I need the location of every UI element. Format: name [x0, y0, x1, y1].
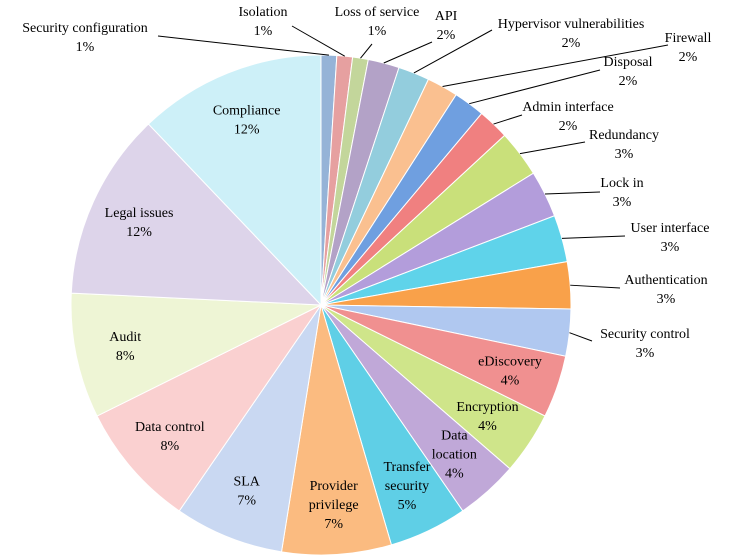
label-line: Provider: [310, 479, 359, 494]
label-line: Redundancy: [589, 128, 659, 143]
slice-label: Security control: [600, 327, 690, 342]
slice-value: 4%: [501, 373, 520, 388]
slice-value: 3%: [636, 346, 655, 361]
label-line: Transfer: [383, 460, 430, 475]
slice-label: Hypervisor vulnerabilities: [498, 17, 645, 32]
leader-line: [469, 69, 601, 105]
slice-label: Lock in: [600, 176, 643, 191]
leader-line: [544, 191, 601, 195]
pie-slice: [280, 304, 393, 556]
slice-label: Provider privilege: [309, 479, 359, 513]
slice-value: 3%: [661, 240, 680, 255]
slice-label: Data location: [432, 429, 477, 463]
label-line: Firewall: [665, 31, 712, 46]
slice-label: User interface: [631, 221, 710, 236]
slice-label: Data control: [135, 420, 205, 435]
leader-line: [291, 25, 346, 57]
slice-value: 1%: [254, 24, 273, 39]
pie-slice: [70, 123, 323, 306]
label-line: Legal issues: [105, 206, 174, 221]
slice-label: SLA: [233, 475, 260, 490]
label-line: eDiscovery: [478, 354, 542, 369]
slice-label: Audit: [109, 330, 141, 345]
label-line: Admin interface: [522, 100, 613, 115]
slice-label: Security configuration: [22, 21, 148, 36]
leader-line: [561, 235, 626, 239]
leader-line: [413, 29, 493, 74]
label-line: Compliance: [213, 103, 281, 118]
label-line: Encryption: [456, 400, 518, 415]
slice-value: 3%: [613, 195, 632, 210]
slice-value: 4%: [478, 419, 497, 434]
leader-line: [493, 114, 523, 125]
slice-label: Encryption: [456, 400, 518, 415]
slice-label: Legal issues: [105, 206, 174, 221]
slice-label: Isolation: [239, 5, 288, 20]
label-line: location: [432, 448, 477, 463]
label-line: Disposal: [604, 55, 653, 70]
slice-value: 12%: [234, 122, 260, 137]
slice-label: Compliance: [213, 103, 281, 118]
pie-slice: [70, 292, 323, 417]
slice-label: Admin interface: [522, 100, 613, 115]
slice-value: 8%: [116, 349, 135, 364]
slice-label: Transfer security: [383, 460, 430, 494]
leader-line: [570, 284, 621, 289]
slice-value: 2%: [562, 36, 581, 51]
slice-value: 7%: [324, 517, 343, 532]
leader-line: [360, 43, 373, 59]
slice-value: 1%: [76, 40, 95, 55]
label-line: security: [385, 479, 429, 494]
slice-value: 2%: [559, 119, 578, 134]
slice-value: 3%: [657, 292, 676, 307]
label-line: User interface: [631, 221, 710, 236]
slice-value: 2%: [679, 50, 698, 65]
label-line: Lock in: [600, 176, 643, 191]
label-line: Data: [441, 429, 468, 444]
slice-label: Disposal: [604, 55, 653, 70]
slice-value: 3%: [615, 147, 634, 162]
label-line: Security control: [600, 327, 690, 342]
slice-value: 12%: [126, 225, 152, 240]
slice-value: 2%: [619, 74, 638, 89]
leader-line: [157, 35, 329, 56]
leader-line: [442, 44, 669, 88]
slice-value: 1%: [368, 24, 387, 39]
label-line: Security configuration: [22, 21, 148, 36]
label-line: Audit: [109, 330, 141, 345]
label-line: Data control: [135, 420, 205, 435]
leader-line: [383, 41, 433, 64]
label-line: Isolation: [239, 5, 288, 20]
slice-value: 5%: [398, 498, 417, 513]
pie-slice: [96, 303, 323, 512]
slice-label: API: [435, 9, 458, 24]
pie-slice: [147, 54, 322, 307]
slice-value: 2%: [437, 28, 456, 43]
slice-label: Redundancy: [589, 128, 659, 143]
label-line: SLA: [233, 475, 260, 490]
slice-value: 7%: [237, 494, 256, 509]
slice-value: 4%: [445, 467, 464, 482]
label-line: Hypervisor vulnerabilities: [498, 17, 645, 32]
leader-line: [519, 141, 586, 155]
label-line: Loss of service: [335, 5, 420, 20]
slice-label: Firewall: [665, 31, 712, 46]
leader-line: [569, 332, 593, 342]
slice-label: Loss of service: [335, 5, 420, 20]
slice-label: Authentication: [624, 273, 707, 288]
slice-value: 8%: [161, 439, 180, 454]
label-line: Authentication: [624, 273, 707, 288]
label-line: API: [435, 9, 458, 24]
slice-label: eDiscovery: [478, 354, 542, 369]
label-line: privilege: [309, 498, 359, 513]
pie-slice: [178, 304, 322, 553]
